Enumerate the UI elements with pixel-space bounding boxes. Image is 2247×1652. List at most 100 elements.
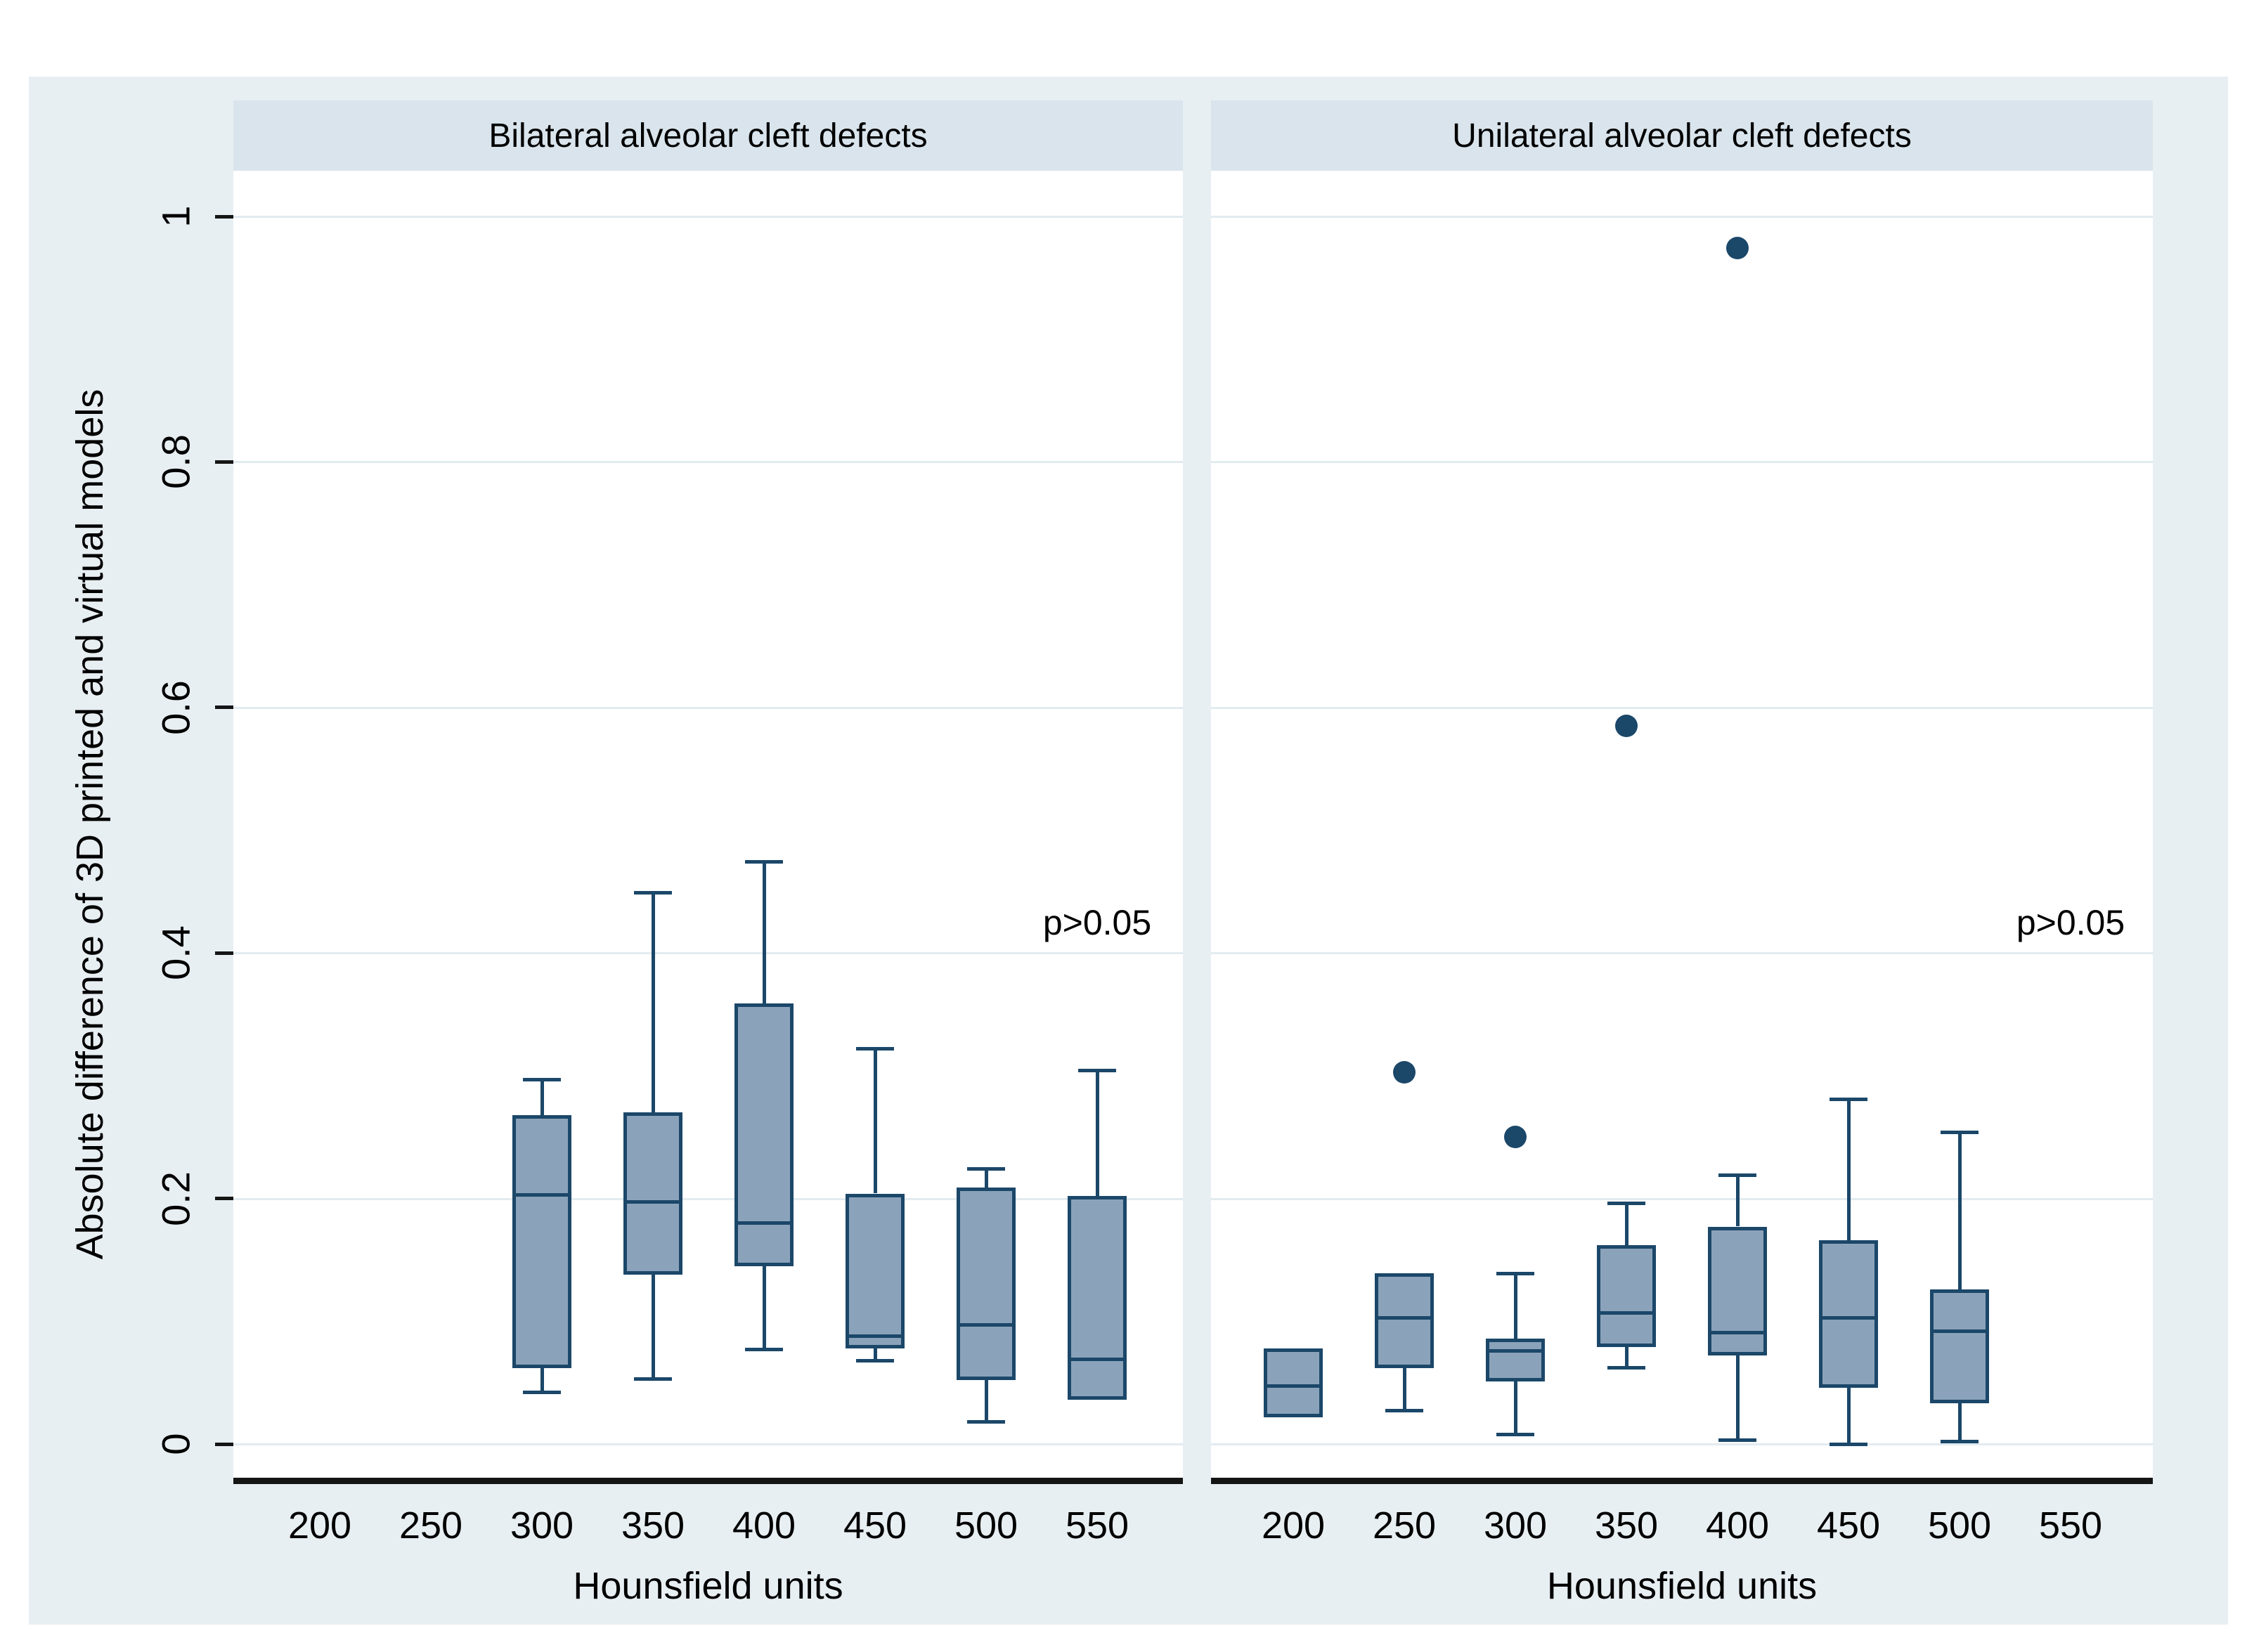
whisker-stem-lower [763,1266,766,1350]
y-axis-title: Absolute difference of 3D printed and vi… [69,389,111,1260]
y-tick-label: 0.8 [153,434,198,489]
x-tick-label: 300 [1483,1504,1548,1547]
median-line [738,1221,790,1225]
x-axis-line [233,1478,1183,1484]
whisker-cap-upper [1941,1131,1979,1134]
x-tick-label: 300 [510,1504,574,1547]
median-line [960,1323,1012,1327]
x-axis-title: Hounsfield units [573,1565,843,1607]
y-tick-mark [215,460,233,464]
y-tick-label: 0 [153,1433,198,1455]
whisker-cap-lower [1718,1438,1756,1442]
whisker-cap-lower [1607,1366,1645,1370]
whisker-stem-upper [1958,1132,1962,1289]
whisker-stem-upper [763,862,766,1003]
gridline [233,461,1183,463]
whisker-stem-upper [1096,1071,1099,1196]
x-tick-label: 500 [1927,1504,1992,1547]
box-250 [1375,1273,1434,1368]
plot-area-bilateral: p>0.05 [233,171,1183,1478]
box-450 [1819,1240,1878,1388]
box-450 [846,1194,905,1348]
whisker-stem-upper [540,1079,544,1115]
y-tick-label: 1 [153,205,198,228]
box-500 [957,1188,1016,1380]
box-350 [623,1112,682,1275]
outlier-dot [1393,1061,1416,1084]
gridline [233,1198,1183,1200]
whisker-stem-upper [1514,1273,1517,1339]
x-axis-line [1211,1478,2153,1484]
whisker-stem-upper [985,1169,988,1188]
whisker-stem-lower [985,1380,988,1422]
whisker-cap-upper [1496,1272,1534,1275]
gridline [233,707,1183,709]
y-tick-label: 0.6 [153,680,198,735]
plot-area-unilateral: p>0.05 [1211,171,2153,1478]
y-tick-mark [215,951,233,955]
gridline [1211,216,2153,218]
x-tick-label: 200 [1261,1504,1326,1547]
whisker-stem-upper [1847,1099,1851,1240]
p-value-annotation: p>0.05 [2016,903,2125,942]
whisker-cap-lower [1496,1433,1534,1436]
whisker-cap-upper [634,891,672,895]
whisker-cap-lower [523,1391,561,1394]
whisker-stem-lower [1736,1355,1740,1440]
x-tick-label: 550 [2038,1504,2103,1547]
x-tick-label: 450 [843,1504,907,1547]
whisker-cap-upper [856,1047,894,1051]
x-tick-label: 350 [621,1504,685,1547]
whisker-cap-upper [1078,1069,1116,1072]
outlier-dot [1615,715,1638,737]
gridline [1211,1443,2153,1445]
whisker-cap-lower [1941,1440,1979,1443]
whisker-cap-lower [856,1359,894,1362]
median-line [627,1200,679,1204]
y-tick-label: 0.2 [153,1171,198,1226]
box-550 [1068,1196,1127,1400]
whisker-cap-upper [745,860,783,864]
gridline [1211,1198,2153,1200]
median-line [1267,1384,1319,1388]
y-tick-mark [215,705,233,709]
whisker-cap-lower [1385,1409,1423,1412]
x-tick-label: 400 [1705,1504,1770,1547]
x-tick-label: 500 [954,1504,1018,1547]
panel-header-bilateral: Bilateral alveolar cleft defects [233,100,1183,171]
whisker-cap-upper [1718,1173,1756,1177]
gridline [1211,952,2153,954]
x-tick-label: 450 [1816,1504,1881,1547]
x-tick-label: 250 [1372,1504,1437,1547]
whisker-stem-upper [874,1048,877,1193]
p-value-annotation: p>0.05 [1042,903,1152,942]
y-tick-mark [215,1443,233,1446]
whisker-stem-upper [1625,1204,1628,1245]
whisker-stem-lower [1514,1381,1517,1434]
whisker-cap-upper [1607,1202,1645,1205]
median-line [1822,1316,1874,1320]
outlier-dot [1504,1126,1527,1148]
x-tick-label: 550 [1065,1504,1129,1547]
box-400 [734,1003,794,1266]
x-tick-label: 250 [399,1504,463,1547]
box-400 [1708,1227,1767,1355]
whisker-cap-lower [745,1348,783,1351]
whisker-stem-lower [1847,1388,1851,1444]
whisker-stem-lower [874,1348,877,1360]
whisker-stem-lower [540,1368,544,1393]
whisker-cap-upper [967,1167,1005,1171]
median-line [1071,1358,1123,1361]
panel-title: Unilateral alveolar cleft defects [1452,117,1912,155]
whisker-stem-lower [652,1275,655,1379]
y-tick-mark [215,1197,233,1200]
gridline [233,216,1183,218]
gridline [1211,461,2153,463]
whisker-stem-upper [1736,1175,1740,1226]
whisker-stem-lower [1625,1347,1628,1368]
median-line [1378,1316,1430,1320]
whisker-cap-lower [634,1377,672,1381]
box-300 [1486,1339,1545,1381]
whisker-stem-lower [1958,1403,1962,1441]
